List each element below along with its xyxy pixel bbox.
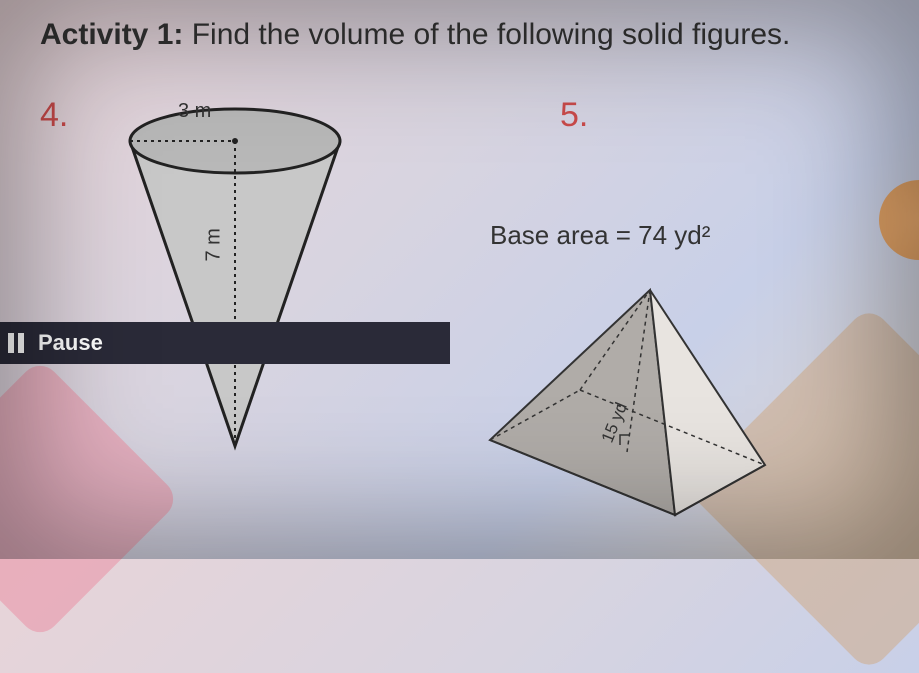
cone-radius-label: 3 m [178,100,211,123]
cone-height-label: 7 m [203,228,226,261]
pause-button[interactable]: Pause [0,322,450,364]
title-prefix: Activity 1: [40,18,183,51]
title-rest: Find the volume of the following solid f… [183,18,790,51]
problem-4-number: 4. [40,96,68,135]
activity-title: Activity 1: Find the volume of the follo… [40,18,790,52]
bg-decor-circle [879,180,919,260]
pause-icon [8,333,28,353]
cone-figure [110,86,370,466]
problem-5-number: 5. [560,96,588,135]
base-area-label: Base area = 74 yd² [490,220,710,251]
pause-label: Pause [38,330,103,356]
